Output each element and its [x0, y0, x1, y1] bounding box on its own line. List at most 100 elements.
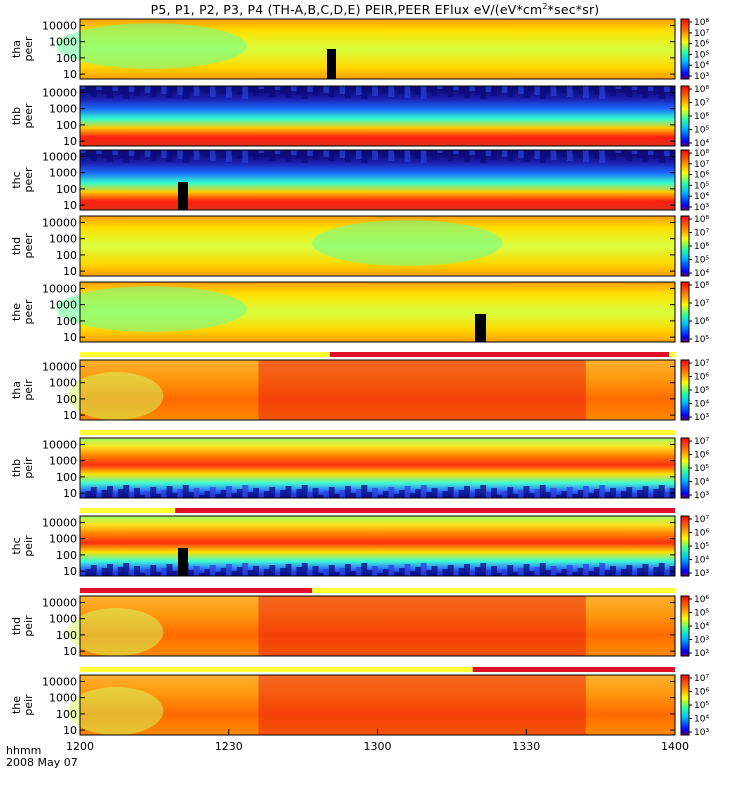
noise-texture	[393, 494, 400, 498]
colorbar-tick-label: 10⁴	[694, 715, 709, 725]
noise-texture	[199, 150, 205, 153]
noise-texture	[339, 568, 346, 576]
noise-texture	[123, 86, 130, 99]
noise-texture	[637, 150, 644, 158]
noise-texture	[226, 150, 232, 162]
noise-texture	[161, 490, 168, 498]
noise-texture	[523, 564, 530, 576]
noise-texture	[258, 150, 265, 153]
colorbar-tick-label: 10⁵	[694, 609, 709, 619]
y-tick-label: 1000	[49, 533, 77, 546]
noise-texture	[496, 495, 503, 498]
noise-texture	[345, 150, 351, 162]
noise-texture	[236, 489, 243, 498]
noise-texture	[247, 150, 254, 156]
noise-texture	[431, 566, 438, 576]
high-flux-region	[258, 360, 586, 420]
noise-texture	[177, 150, 184, 159]
noise-texture	[139, 150, 146, 153]
noise-texture	[604, 86, 611, 92]
noise-texture	[382, 491, 389, 498]
noise-texture	[409, 493, 416, 498]
noise-texture	[280, 150, 287, 158]
noise-texture	[274, 86, 281, 90]
colorbar-tick-label: 10⁶	[694, 112, 709, 122]
panel-label-the-peir: thepeir	[10, 694, 35, 716]
colorbar-tick-label: 10⁶	[694, 171, 709, 181]
noise-texture	[534, 150, 541, 159]
noise-texture	[610, 86, 616, 96]
noise-texture	[258, 86, 265, 89]
noise-texture	[637, 86, 644, 94]
noise-texture	[550, 566, 557, 576]
noise-texture	[188, 492, 195, 498]
noise-texture	[647, 571, 654, 576]
noise-texture	[496, 150, 503, 153]
noise-texture	[345, 486, 351, 498]
noise-texture	[101, 86, 108, 94]
noise-texture	[117, 567, 124, 576]
colorbar-tick-label: 10⁴	[694, 478, 709, 488]
quality-flag-bar	[80, 430, 675, 435]
noise-texture	[399, 490, 406, 498]
noise-texture	[658, 150, 665, 163]
noise-texture	[318, 573, 324, 576]
y-tick-label: 10	[63, 409, 77, 422]
noise-texture	[474, 489, 481, 498]
colorbar-tick-label: 10⁵	[694, 464, 709, 474]
noise-texture	[328, 565, 335, 576]
colorbar-tick-label: 10³	[694, 413, 709, 423]
noise-texture	[426, 150, 433, 156]
noise-texture	[188, 86, 195, 92]
colorbar-tick-label: 10⁶	[694, 529, 709, 539]
noise-texture	[301, 150, 308, 163]
noise-texture	[458, 86, 465, 94]
noise-texture	[393, 86, 400, 90]
noise-texture	[653, 489, 660, 498]
colorbar-tha-peer	[680, 18, 690, 80]
noise-texture	[139, 86, 146, 89]
noise-texture	[377, 495, 384, 498]
colorbar-tick-label: 10⁴	[694, 622, 709, 632]
noise-texture	[107, 564, 113, 576]
colorbar-tick-label: 10³	[694, 728, 709, 738]
low-flux-region	[68, 372, 164, 420]
noise-texture	[610, 566, 616, 576]
noise-texture	[80, 150, 86, 153]
noise-texture	[426, 492, 433, 498]
noise-texture	[626, 487, 633, 498]
noise-texture	[285, 86, 292, 98]
noise-texture	[182, 485, 189, 498]
noise-texture	[593, 489, 600, 498]
noise-texture	[318, 86, 324, 89]
noise-texture	[415, 86, 422, 95]
noise-texture	[215, 494, 222, 498]
noise-texture	[404, 150, 411, 162]
y-tick-label: 10000	[42, 438, 77, 451]
noise-texture	[96, 572, 103, 576]
noise-texture	[399, 86, 406, 94]
colorbar-tick-label: 10⁴	[694, 61, 709, 71]
panel-thc-peir: 10 100 1000 10000 thcpeir 10⁷ 10⁶ 10⁵ 10⁴ 10³	[10, 515, 709, 579]
panel-thb-peir: 10 100 1000 10000 thbpeir 10⁷ 10⁶ 10⁵ 10⁴ 10³	[10, 437, 709, 501]
colorbar-tick-label: 10³	[694, 72, 709, 82]
noise-texture	[620, 491, 627, 498]
noise-texture	[318, 495, 324, 498]
noise-texture	[323, 569, 330, 576]
x-tick-label: 1230	[215, 740, 243, 753]
noise-texture	[512, 150, 519, 154]
noise-texture	[437, 150, 443, 153]
panel-label-thc-peir: thcpeir	[10, 535, 35, 557]
noise-texture	[307, 570, 314, 576]
noise-texture	[642, 86, 649, 98]
noise-texture	[491, 86, 497, 96]
colorbar-tick-label: 10³	[694, 636, 709, 646]
colorbar-tick-label: 10⁵	[694, 256, 709, 266]
colorbar-thb-peer	[680, 85, 690, 147]
y-tick-label: 100	[56, 629, 77, 642]
noise-texture	[604, 150, 611, 156]
colorbar-thc-peir	[680, 515, 690, 577]
noise-texture	[128, 492, 135, 498]
noise-texture	[101, 568, 108, 576]
